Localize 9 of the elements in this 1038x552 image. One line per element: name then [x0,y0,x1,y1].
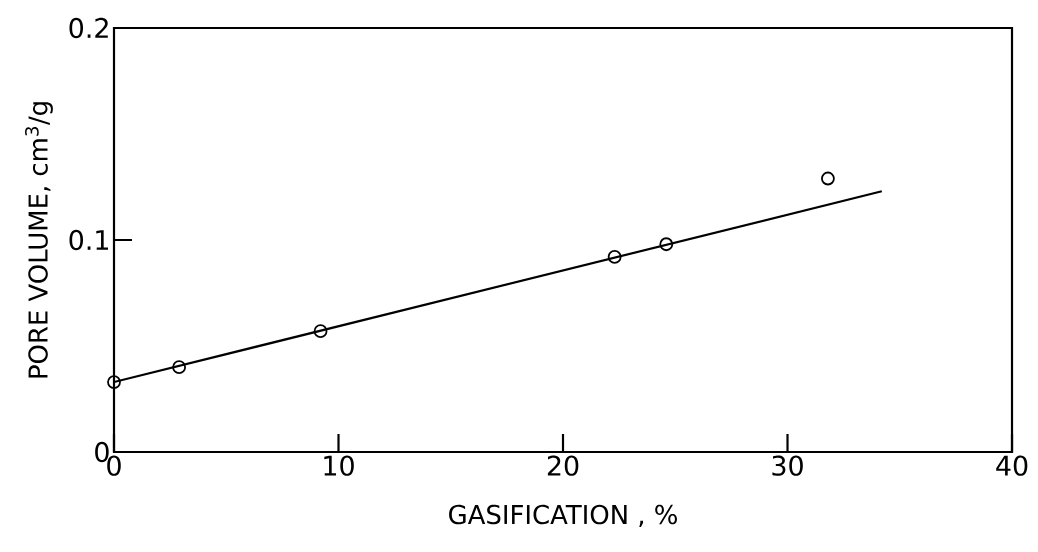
x-tick-label: 20 [547,455,579,476]
x-tick-label: 10 [324,455,354,476]
x-tick-label: 40 [996,455,1028,476]
y-axis-title: PORE VOLUME, cm$^{3}$/g [25,102,53,378]
x-tick-label: 30 [772,455,803,476]
x-tick-label: 0 [107,455,121,476]
y-tick-label: 0.1 [69,229,108,251]
y-tick-label: 0.2 [69,17,108,39]
x-axis-title: GASIFICATION , % [449,504,677,527]
